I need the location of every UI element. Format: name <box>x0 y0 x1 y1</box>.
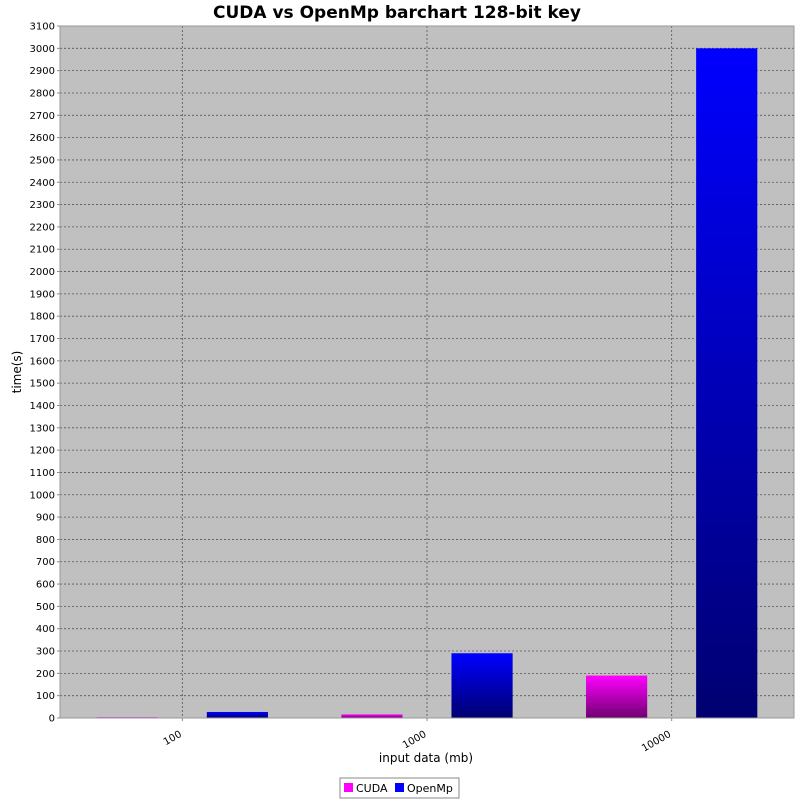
bar-cuda-1000 <box>341 714 403 718</box>
y-tick-label: 0 <box>49 714 55 725</box>
legend-swatch-openmp <box>395 783 404 792</box>
y-tick-label: 200 <box>36 669 55 680</box>
grid-lines <box>60 25 794 718</box>
x-tick-label: 1000 <box>401 729 429 751</box>
legend-swatch-cuda <box>344 783 353 792</box>
y-tick-label: 2900 <box>30 66 55 77</box>
legend-label-cuda: CUDA <box>356 782 388 795</box>
x-axis-ticks: 100 1000 10000 <box>162 718 673 755</box>
chart-title: CUDA vs OpenMp barchart 128-bit key <box>213 3 581 23</box>
y-tick-label: 1100 <box>30 468 55 479</box>
bars <box>96 48 758 719</box>
bar-openmp-10000 <box>696 48 758 719</box>
x-tick-label: 10000 <box>640 729 673 754</box>
y-tick-label: 2100 <box>30 245 55 256</box>
bar-openmp-100 <box>206 711 268 718</box>
y-axis-label: time(s) <box>10 351 24 394</box>
y-tick-label: 2800 <box>30 88 55 99</box>
y-tick-label: 1000 <box>30 490 55 501</box>
y-tick-label: 3000 <box>30 44 55 55</box>
y-tick-label: 500 <box>36 602 55 613</box>
y-tick-label: 1900 <box>30 289 55 300</box>
legend-label-openmp: OpenMp <box>407 782 453 795</box>
y-tick-label: 2600 <box>30 133 55 144</box>
y-tick-label: 2200 <box>30 222 55 233</box>
y-tick-label: 600 <box>36 580 55 591</box>
x-tick-label: 100 <box>162 729 184 748</box>
plot-border <box>59 25 795 719</box>
y-tick-label: 2400 <box>30 178 55 189</box>
y-tick-label: 700 <box>36 557 55 568</box>
y-tick-label: 1200 <box>30 446 55 457</box>
bar-cuda-10000 <box>586 675 648 718</box>
y-tick-label: 2000 <box>30 267 55 278</box>
y-tick-label: 1300 <box>30 423 55 434</box>
y-tick-label: 1800 <box>30 312 55 323</box>
y-tick-label: 2300 <box>30 200 55 211</box>
y-tick-label: 1600 <box>30 356 55 367</box>
y-tick-label: 900 <box>36 513 55 524</box>
y-tick-label: 100 <box>36 691 55 702</box>
legend: CUDA OpenMp <box>339 777 460 799</box>
bar-openmp-1000 <box>451 653 513 718</box>
x-axis-label: input data (mb) <box>379 751 473 765</box>
y-tick-label: 800 <box>36 535 55 546</box>
y-tick-label: 1500 <box>30 379 55 390</box>
y-tick-label: 1400 <box>30 401 55 412</box>
y-axis-ticks: 0 100 200 300 400 500 600 700 800 900 1000 1100 1200… <box>30 22 60 725</box>
y-tick-label: 400 <box>36 624 55 635</box>
y-tick-label: 300 <box>36 647 55 658</box>
y-tick-label: 2700 <box>30 111 55 122</box>
y-tick-label: 3100 <box>30 22 55 33</box>
y-tick-label: 2500 <box>30 155 55 166</box>
y-tick-label: 1700 <box>30 334 55 345</box>
